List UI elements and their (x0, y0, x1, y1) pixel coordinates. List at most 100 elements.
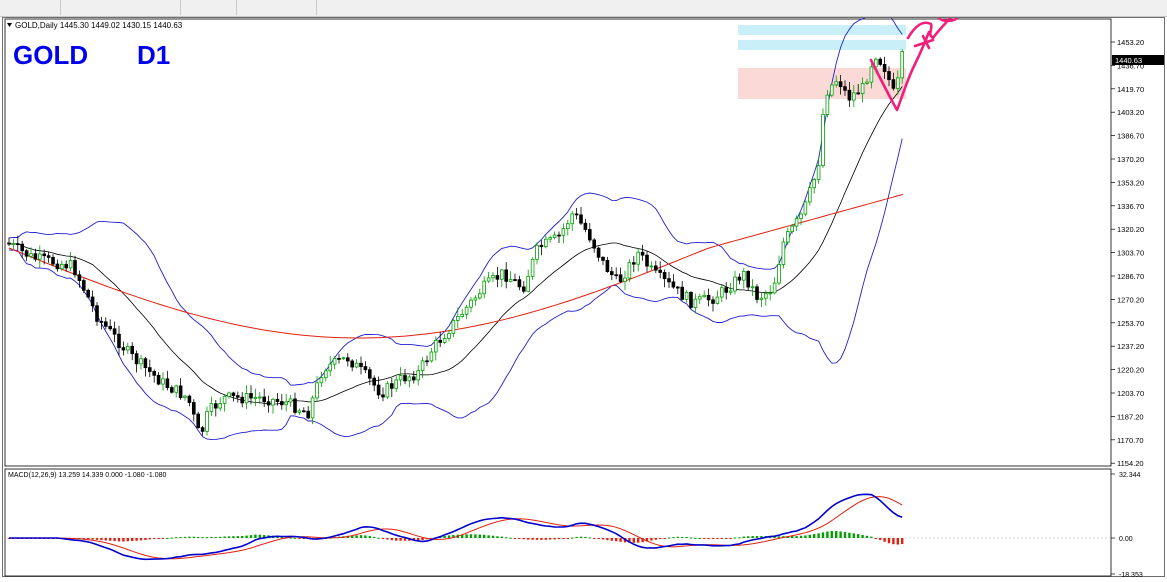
supply-zone-bottom[interactable] (738, 40, 906, 50)
histogram-bar (518, 538, 521, 539)
candle-body (728, 290, 733, 293)
candle-body (262, 396, 266, 403)
macd-axis: 32.344 0.00 -18.353 (1111, 472, 1143, 579)
histogram-bar (698, 537, 701, 539)
histogram-bar (887, 538, 891, 544)
histogram-bar (227, 536, 231, 538)
macd-panel[interactable] (4, 468, 1112, 577)
histogram-bar (553, 538, 556, 540)
histogram-bar (302, 538, 305, 539)
candle-body (649, 265, 654, 268)
candle-body (46, 255, 51, 258)
tab-placeholder[interactable] (236, 0, 317, 15)
histogram-bar (447, 535, 451, 538)
candle-body (455, 316, 460, 321)
collapse-triangle-icon[interactable] (7, 23, 12, 27)
candle-body (830, 84, 834, 96)
candle-body (359, 362, 363, 367)
candle-body (249, 393, 253, 399)
candle-body (821, 114, 825, 167)
candle-body (407, 376, 412, 382)
histogram-bar (421, 538, 424, 541)
tab-placeholder[interactable] (0, 0, 61, 15)
tab-placeholder[interactable] (180, 0, 237, 15)
histogram-bar (597, 538, 600, 539)
histogram-bar (82, 538, 85, 539)
candle-body (724, 287, 728, 293)
candle-body (592, 239, 596, 249)
candle-body (161, 378, 165, 385)
candle-body (64, 263, 68, 269)
candle-body (20, 243, 24, 252)
candle-body (662, 272, 667, 280)
candle-body (82, 280, 86, 291)
candle-body (764, 293, 768, 299)
histogram-bar (738, 537, 741, 539)
candle-body (882, 63, 887, 72)
symbol-label: GOLD (13, 40, 88, 70)
bollinger-lower-line (8, 138, 903, 441)
chart-window[interactable]: GOLD,Daily 1445.30 1449.02 1430.15 1440.… (2, 6, 1165, 579)
candle-body (583, 222, 588, 230)
histogram-bar (104, 538, 107, 541)
current-price-tag (1112, 55, 1164, 65)
histogram-bar (364, 535, 367, 538)
price-panel[interactable] (4, 18, 1112, 467)
candle-body (742, 270, 746, 281)
candle-body (341, 357, 346, 360)
histogram-bar (368, 536, 371, 538)
histogram-bar (729, 538, 732, 539)
candle-body (570, 213, 574, 225)
candle-body (790, 225, 794, 232)
candle-body (781, 241, 786, 265)
demand-zone[interactable] (738, 68, 906, 99)
histogram-bar (201, 537, 204, 539)
candle-body (51, 256, 55, 265)
tab-placeholder[interactable] (60, 0, 181, 15)
histogram-bar (210, 536, 213, 538)
supply-zone-top[interactable] (738, 25, 906, 35)
candle-body (614, 274, 618, 277)
candle-body (121, 347, 126, 351)
histogram-bar (474, 534, 477, 538)
histogram-bar (755, 536, 759, 538)
candlestick-series[interactable] (7, 48, 904, 436)
candle-body (526, 275, 530, 292)
histogram-bar (694, 537, 697, 539)
candle-body (900, 51, 904, 79)
macd-tick-label: 0.00 (1119, 536, 1133, 543)
histogram-bar (747, 536, 750, 538)
candle-body (376, 384, 381, 396)
candle-body (332, 357, 337, 365)
candle-body (403, 375, 407, 382)
price-tick-label: 1336.70 (1117, 202, 1144, 211)
histogram-bar (232, 536, 235, 538)
price-tick-label: 1436.70 (1117, 61, 1144, 70)
histogram-bar (733, 537, 737, 539)
candle-body (720, 287, 724, 298)
histogram-bar (685, 537, 688, 539)
candle-body (808, 187, 812, 203)
histogram-bar (175, 537, 178, 539)
histogram-bar (509, 537, 512, 539)
histogram-bar (465, 534, 468, 538)
bollinger-upper-line (8, 6, 903, 386)
histogram-bar (773, 536, 776, 538)
candle-body (574, 213, 579, 216)
histogram-bar (443, 535, 446, 538)
candle-body (301, 410, 306, 413)
histogram-bar (720, 538, 723, 539)
histogram-bar (192, 536, 195, 538)
price-tick-label: 1286.70 (1117, 272, 1144, 281)
histogram-bar (452, 535, 455, 538)
histogram-bar (742, 536, 745, 538)
histogram-bar (663, 538, 666, 539)
histogram-bar (381, 538, 385, 539)
candle-body (187, 395, 192, 403)
candle-body (279, 401, 284, 406)
candle-body (869, 66, 874, 83)
histogram-bar (615, 538, 618, 542)
histogram-bar (857, 534, 860, 538)
price-tick-label: 1453.20 (1117, 38, 1144, 47)
histogram-bar (298, 538, 301, 539)
